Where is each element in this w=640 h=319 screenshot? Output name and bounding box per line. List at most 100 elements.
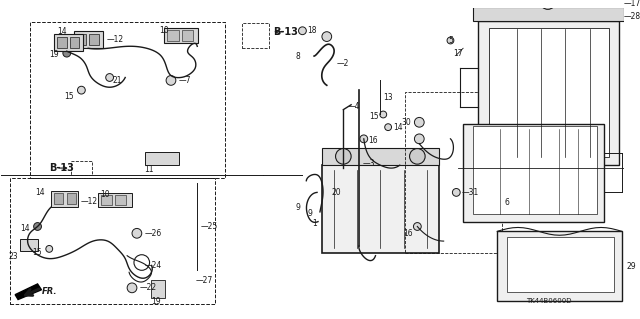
Text: 8: 8 xyxy=(296,52,301,61)
Text: —31: —31 xyxy=(461,188,479,197)
Text: 13: 13 xyxy=(383,93,393,102)
Circle shape xyxy=(385,124,392,130)
Bar xyxy=(490,28,609,157)
Circle shape xyxy=(410,149,425,164)
Bar xyxy=(322,148,439,165)
Text: —2: —2 xyxy=(337,59,349,68)
Text: 6: 6 xyxy=(505,198,510,207)
Bar xyxy=(10,178,215,304)
Bar xyxy=(477,21,619,165)
Circle shape xyxy=(77,86,85,94)
Text: —28: —28 xyxy=(624,11,640,21)
Text: 29: 29 xyxy=(627,262,636,271)
Text: TK44B0600D: TK44B0600D xyxy=(527,299,572,304)
Text: —27: —27 xyxy=(195,276,212,285)
Text: —3: —3 xyxy=(363,159,375,168)
Text: —12: —12 xyxy=(81,197,97,206)
Text: —12: —12 xyxy=(107,35,124,44)
Circle shape xyxy=(34,223,42,230)
Text: 11: 11 xyxy=(145,165,154,174)
Text: 14: 14 xyxy=(35,188,44,197)
Circle shape xyxy=(452,189,460,196)
Bar xyxy=(145,152,179,165)
Text: 14: 14 xyxy=(20,224,30,233)
Bar xyxy=(70,161,92,175)
Circle shape xyxy=(63,49,70,57)
Bar xyxy=(463,124,604,222)
Bar xyxy=(98,193,132,207)
Circle shape xyxy=(46,246,52,252)
Text: 9: 9 xyxy=(307,209,312,218)
Text: 5: 5 xyxy=(449,36,453,45)
Bar xyxy=(57,37,67,48)
Text: 15: 15 xyxy=(64,93,74,101)
Text: —26: —26 xyxy=(145,229,162,238)
Text: —7: —7 xyxy=(179,76,191,85)
Circle shape xyxy=(166,76,176,85)
Bar xyxy=(497,231,622,301)
Text: 10: 10 xyxy=(100,190,109,199)
Text: 14: 14 xyxy=(393,123,403,132)
Text: 30: 30 xyxy=(402,118,412,127)
Bar xyxy=(51,191,79,207)
Bar xyxy=(167,30,179,41)
Bar xyxy=(54,193,63,204)
Bar xyxy=(164,28,198,43)
Bar xyxy=(322,165,439,253)
Bar xyxy=(67,193,76,204)
Text: 19: 19 xyxy=(49,50,59,59)
Bar xyxy=(473,7,624,21)
Circle shape xyxy=(322,32,332,41)
Bar xyxy=(20,239,38,251)
Bar xyxy=(77,34,86,45)
Bar xyxy=(507,237,614,292)
Circle shape xyxy=(380,111,387,118)
Text: 15: 15 xyxy=(32,248,42,257)
Text: B-13: B-13 xyxy=(49,163,74,173)
Text: FR.: FR. xyxy=(42,287,57,296)
Circle shape xyxy=(335,179,343,187)
Text: 9: 9 xyxy=(296,203,301,211)
Bar xyxy=(54,34,83,51)
Circle shape xyxy=(415,117,424,127)
Bar xyxy=(89,34,99,45)
Bar xyxy=(115,195,126,205)
Circle shape xyxy=(106,74,113,81)
Text: —22: —22 xyxy=(140,283,157,292)
Text: 21: 21 xyxy=(113,76,122,85)
Bar xyxy=(74,31,103,48)
Text: —4: —4 xyxy=(348,102,360,111)
Bar xyxy=(404,92,502,253)
Circle shape xyxy=(447,37,454,44)
Text: —25: —25 xyxy=(200,222,218,231)
Text: 16: 16 xyxy=(403,229,412,238)
Circle shape xyxy=(540,0,556,9)
Text: 20: 20 xyxy=(332,188,341,197)
Bar xyxy=(30,22,225,178)
Circle shape xyxy=(132,228,141,238)
Circle shape xyxy=(360,135,368,143)
Bar xyxy=(242,23,269,48)
Text: 14: 14 xyxy=(57,27,67,36)
Polygon shape xyxy=(15,284,42,300)
Text: 23: 23 xyxy=(8,252,18,261)
Circle shape xyxy=(298,27,307,35)
Text: 10: 10 xyxy=(159,26,169,35)
Text: 15: 15 xyxy=(369,112,378,121)
Bar xyxy=(70,37,79,48)
Text: 1: 1 xyxy=(312,219,317,228)
Text: 17: 17 xyxy=(454,48,463,58)
Bar xyxy=(101,195,111,205)
Text: 18: 18 xyxy=(307,26,317,35)
Text: —24: —24 xyxy=(145,261,162,270)
Bar xyxy=(152,280,165,298)
Text: B-13: B-13 xyxy=(273,27,298,37)
Circle shape xyxy=(415,134,424,144)
Circle shape xyxy=(127,283,137,293)
Text: 16: 16 xyxy=(369,136,378,145)
Circle shape xyxy=(335,149,351,164)
Text: 19: 19 xyxy=(152,297,161,306)
Circle shape xyxy=(413,223,421,230)
Bar xyxy=(473,126,596,214)
Text: —17: —17 xyxy=(624,0,640,8)
